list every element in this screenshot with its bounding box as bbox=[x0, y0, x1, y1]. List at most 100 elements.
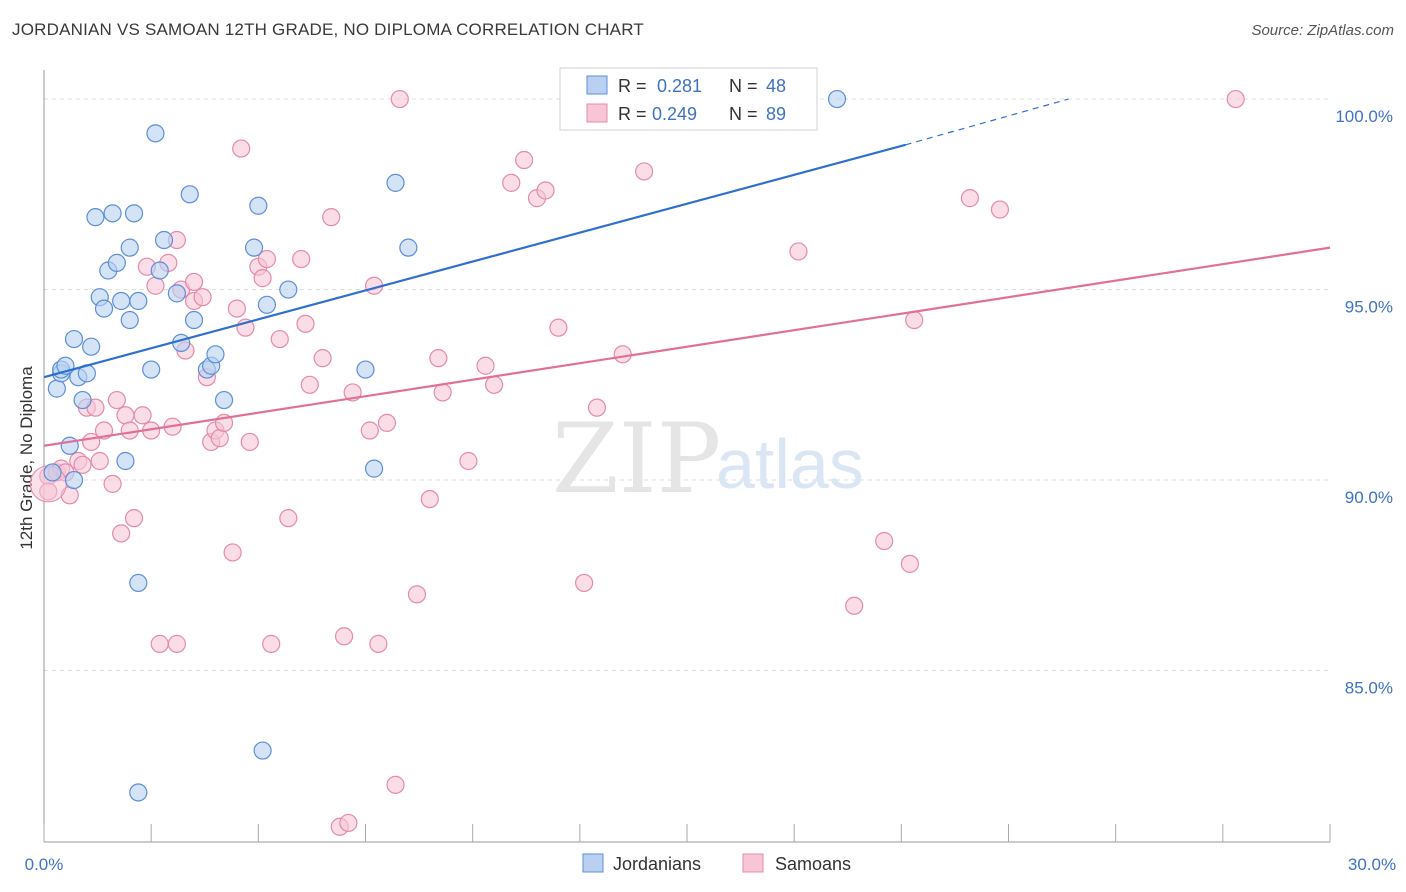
jordanian-point bbox=[124, 204, 144, 223]
samoan-point bbox=[73, 455, 92, 474]
samoan-point bbox=[485, 375, 504, 394]
samoan-point bbox=[613, 345, 632, 364]
samoan-point bbox=[845, 596, 864, 615]
x-ticks bbox=[43, 824, 1331, 842]
samoan-point bbox=[875, 531, 894, 551]
jordanian-point bbox=[112, 291, 131, 311]
jordanian-point bbox=[129, 573, 148, 593]
samoan-point bbox=[407, 585, 427, 604]
jordanian-point bbox=[180, 185, 199, 204]
jordanian-point bbox=[120, 310, 139, 330]
samoan-point bbox=[960, 189, 980, 208]
samoan-point bbox=[296, 314, 315, 333]
jordanian-point bbox=[103, 204, 122, 223]
grid-lines bbox=[44, 98, 1330, 672]
bottom-legend-jordanian-swatch bbox=[582, 853, 604, 873]
samoan-point bbox=[905, 310, 924, 330]
samoan-point bbox=[292, 249, 311, 269]
jordanian-point bbox=[827, 89, 847, 109]
samoan-point bbox=[146, 276, 165, 295]
samoan-point bbox=[459, 451, 478, 471]
samoan-point bbox=[789, 242, 808, 261]
jordanian-point bbox=[94, 299, 114, 318]
samoan-point bbox=[112, 524, 131, 543]
samoan-point bbox=[167, 634, 186, 653]
samoan-point bbox=[107, 390, 126, 410]
jordanian-point bbox=[120, 238, 139, 257]
legend-samoan-swatch bbox=[586, 103, 608, 123]
samoan-point bbox=[369, 634, 388, 653]
samoan-point bbox=[313, 349, 332, 368]
jordanian-point bbox=[386, 173, 405, 192]
samoan-point bbox=[635, 162, 654, 181]
legend-jordanian-n-value: 48 bbox=[766, 76, 786, 96]
samoan-point bbox=[184, 272, 204, 292]
legend-jordanian-swatch bbox=[586, 75, 608, 95]
samoan-point bbox=[103, 474, 122, 493]
samoan-point bbox=[990, 200, 1010, 219]
samoan-point bbox=[232, 139, 251, 158]
samoan-point bbox=[360, 421, 379, 440]
watermark-atlas: atlas bbox=[716, 425, 864, 503]
samoan-point bbox=[515, 150, 534, 170]
watermark: ZIP atlas bbox=[552, 403, 864, 515]
jordanian-trend-extension bbox=[905, 98, 1069, 146]
samoan-point bbox=[575, 573, 594, 593]
jordanian-point bbox=[47, 379, 66, 398]
samoan-point bbox=[279, 509, 298, 528]
samoan-point bbox=[257, 249, 277, 269]
jordanian-point bbox=[116, 451, 135, 471]
samoan-point bbox=[536, 181, 555, 200]
y-axis-label: 12th Grade, No Diploma bbox=[17, 366, 36, 550]
samoan-point bbox=[193, 288, 212, 307]
jordanian-point bbox=[146, 124, 165, 143]
samoan-point bbox=[429, 349, 448, 368]
jordanian-point bbox=[154, 230, 174, 250]
legend-jordanian-r-value: 0.281 bbox=[657, 76, 702, 96]
jordanian-point bbox=[244, 238, 264, 257]
y-tick-label: 95.0% bbox=[1345, 298, 1393, 317]
samoan-point bbox=[549, 318, 568, 337]
jordanian-point bbox=[82, 337, 101, 356]
samoan-point bbox=[1226, 89, 1245, 109]
samoan-point bbox=[390, 89, 409, 109]
jordanian-point bbox=[206, 345, 225, 364]
y-tick-labels: 85.0% 90.0% 95.0% 100.0% bbox=[1335, 107, 1393, 697]
x-tick-label-min: 0.0% bbox=[25, 855, 64, 874]
chart-title: JORDANIAN VS SAMOAN 12TH GRADE, NO DIPLO… bbox=[12, 20, 644, 39]
legend-jordanian-n-label: N = bbox=[729, 76, 758, 96]
jordanian-point bbox=[364, 459, 384, 478]
source-label: Source: ZipAtlas.com bbox=[1251, 22, 1394, 39]
samoan-point bbox=[270, 329, 289, 349]
jordanian-point bbox=[86, 208, 105, 227]
legend-jordanian-r-label: R = bbox=[618, 76, 647, 96]
jordanian-point bbox=[129, 783, 148, 802]
samoan-point bbox=[223, 543, 242, 562]
samoan-point bbox=[240, 432, 259, 452]
legend-samoan-n-label: N = bbox=[729, 104, 758, 124]
y-tick-label: 100.0% bbox=[1335, 107, 1393, 126]
jordanian-point bbox=[150, 261, 169, 280]
jordanian-point bbox=[399, 238, 418, 257]
samoan-point bbox=[339, 813, 358, 833]
samoan-point bbox=[900, 554, 920, 573]
bottom-legend: Jordanians Samoans bbox=[582, 853, 851, 874]
samoan-point bbox=[420, 490, 439, 509]
bottom-legend-jordanians: Jordanians bbox=[613, 854, 701, 874]
samoan-point bbox=[116, 406, 135, 425]
samoan-point bbox=[150, 634, 169, 653]
x-tick-label-max: 30.0% bbox=[1348, 855, 1396, 874]
samoan-point bbox=[386, 775, 405, 794]
samoan-point bbox=[262, 634, 281, 653]
jordanian-point bbox=[142, 360, 161, 379]
samoan-point bbox=[210, 429, 229, 448]
samoan-point bbox=[433, 383, 452, 402]
y-tick-label: 90.0% bbox=[1345, 488, 1393, 507]
legend-samoan-r-label: R = bbox=[618, 104, 647, 124]
bottom-legend-samoan-swatch bbox=[742, 853, 764, 873]
samoan-point bbox=[253, 269, 272, 288]
samoan-point bbox=[322, 208, 341, 227]
jordanian-point bbox=[257, 295, 277, 314]
samoan-point bbox=[124, 509, 144, 528]
samoan-point bbox=[227, 299, 246, 318]
